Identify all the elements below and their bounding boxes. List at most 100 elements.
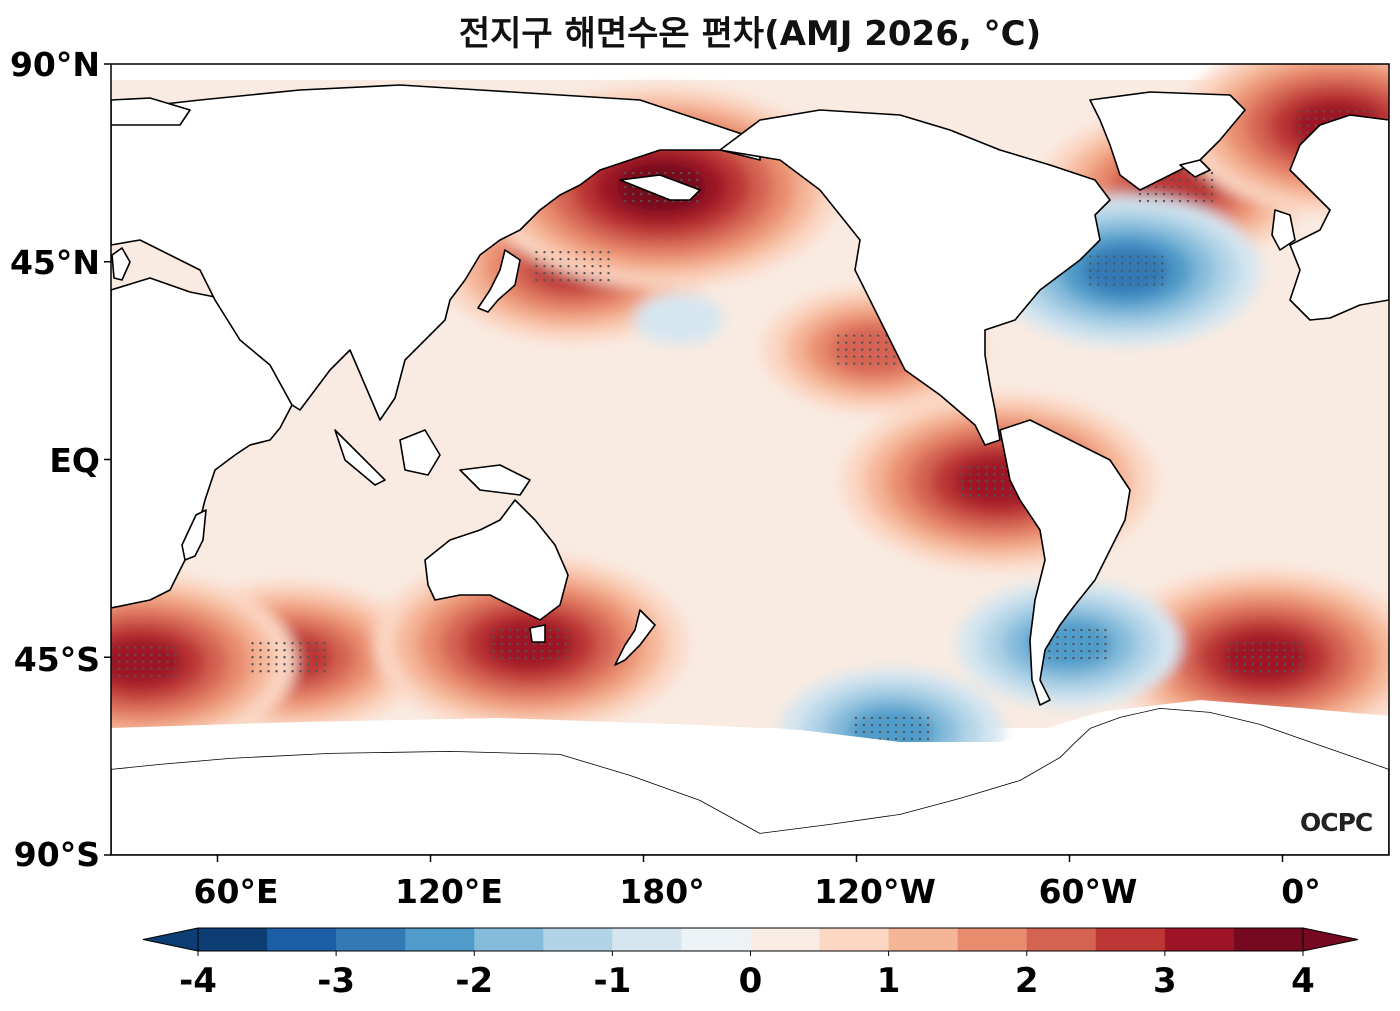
- significance-dot: [918, 716, 922, 720]
- significance-dot: [886, 737, 890, 741]
- significance-dot: [492, 628, 496, 632]
- significance-dot: [492, 642, 496, 646]
- significance-dot: [1153, 269, 1156, 272]
- significance-dot: [910, 730, 914, 734]
- significance-dot: [516, 649, 520, 653]
- significance-dot: [648, 192, 651, 196]
- significance-dot: [166, 653, 169, 656]
- significance-dot: [1170, 199, 1174, 203]
- lat-label-eq: EQ: [49, 441, 100, 480]
- significance-dot: [1113, 269, 1116, 272]
- significance-dot: [607, 278, 610, 282]
- significance-dot: [1105, 262, 1108, 265]
- significance-dot: [878, 723, 882, 727]
- significance-dot: [961, 480, 964, 483]
- significance-dot: [1161, 269, 1164, 272]
- significance-dot: [977, 487, 980, 490]
- significance-dot: [624, 199, 627, 203]
- significance-dot: [1072, 635, 1075, 639]
- significance-dot: [575, 264, 578, 268]
- significance-dot: [1088, 649, 1091, 653]
- significance-dot: [1170, 192, 1174, 196]
- significance-dot: [548, 642, 552, 646]
- significance-dot: [1210, 185, 1214, 189]
- colorbar-tick-label: -2: [455, 961, 494, 1001]
- significance-dot: [1096, 628, 1099, 632]
- significance-dot: [1243, 663, 1246, 666]
- significance-dot: [1227, 670, 1230, 673]
- significance-dot: [1291, 670, 1294, 673]
- significance-dot: [1145, 276, 1148, 279]
- significance-dot: [275, 656, 278, 659]
- significance-dot: [1138, 199, 1142, 203]
- significance-dot: [564, 649, 568, 653]
- significance-dot: [902, 730, 906, 734]
- significance-dot: [1137, 276, 1140, 279]
- significance-dot: [1298, 110, 1301, 113]
- significance-dot: [583, 271, 586, 275]
- significance-dot: [1088, 628, 1091, 632]
- significance-dot: [524, 635, 528, 639]
- significance-dot: [158, 653, 161, 656]
- significance-dot: [559, 250, 562, 254]
- significance-dot: [102, 674, 104, 676]
- colorbar-tick-label: 1: [876, 961, 901, 1001]
- significance-dot: [1243, 642, 1246, 645]
- colorbar-segment: [612, 928, 682, 951]
- significance-dot: [150, 646, 153, 649]
- significance-dot: [1283, 663, 1286, 666]
- significance-dot: [291, 649, 294, 652]
- significance-dot: [918, 737, 922, 741]
- colorbar-tick-label: 0: [738, 961, 763, 1001]
- significance-dot: [583, 278, 586, 282]
- significance-dot: [1080, 649, 1083, 653]
- significance-dot: [134, 653, 137, 656]
- significance-dot: [1227, 649, 1230, 652]
- significance-dot: [969, 473, 972, 476]
- significance-dot: [1137, 283, 1140, 286]
- significance-dot: [315, 663, 318, 666]
- significance-dot: [291, 670, 294, 673]
- significance-dot: [532, 656, 536, 660]
- significance-dot: [1113, 283, 1116, 286]
- significance-dot: [861, 355, 864, 358]
- significance-dot: [548, 656, 552, 660]
- significance-dot: [1178, 178, 1182, 182]
- significance-dot: [1210, 192, 1214, 196]
- significance-dot: [251, 642, 254, 645]
- significance-dot: [540, 656, 544, 660]
- significance-dot: [524, 628, 528, 632]
- significance-dot: [1145, 262, 1148, 265]
- land-borneo: [399, 429, 441, 476]
- significance-dot: [551, 257, 554, 261]
- significance-dot: [1330, 110, 1333, 113]
- significance-dot: [548, 628, 552, 632]
- significance-dot: [543, 264, 546, 268]
- significance-dot: [166, 674, 169, 677]
- significance-dot: [166, 660, 169, 663]
- significance-dot: [1210, 171, 1214, 175]
- significance-dot: [664, 171, 667, 175]
- significance-dot: [1251, 649, 1254, 652]
- significance-dot: [1202, 178, 1206, 182]
- significance-dot: [1080, 635, 1083, 639]
- significance-dot: [1186, 185, 1190, 189]
- significance-dot: [102, 646, 104, 648]
- significance-dot: [1105, 255, 1108, 258]
- significance-dot: [918, 730, 922, 734]
- significance-dot: [926, 716, 930, 720]
- significance-dot: [323, 663, 326, 666]
- significance-dot: [696, 171, 699, 175]
- significance-dot: [492, 649, 496, 653]
- significance-dot: [500, 635, 504, 639]
- significance-dot: [1056, 642, 1059, 646]
- significance-dot: [1121, 269, 1124, 272]
- significance-dot: [853, 348, 856, 351]
- significance-dot: [853, 362, 856, 365]
- significance-dot: [869, 341, 872, 344]
- anomaly-contour-5-4: [1081, 245, 1172, 296]
- significance-dot: [1306, 124, 1309, 127]
- significance-dot: [886, 716, 890, 720]
- significance-dot: [854, 716, 858, 720]
- significance-dot: [1322, 110, 1325, 113]
